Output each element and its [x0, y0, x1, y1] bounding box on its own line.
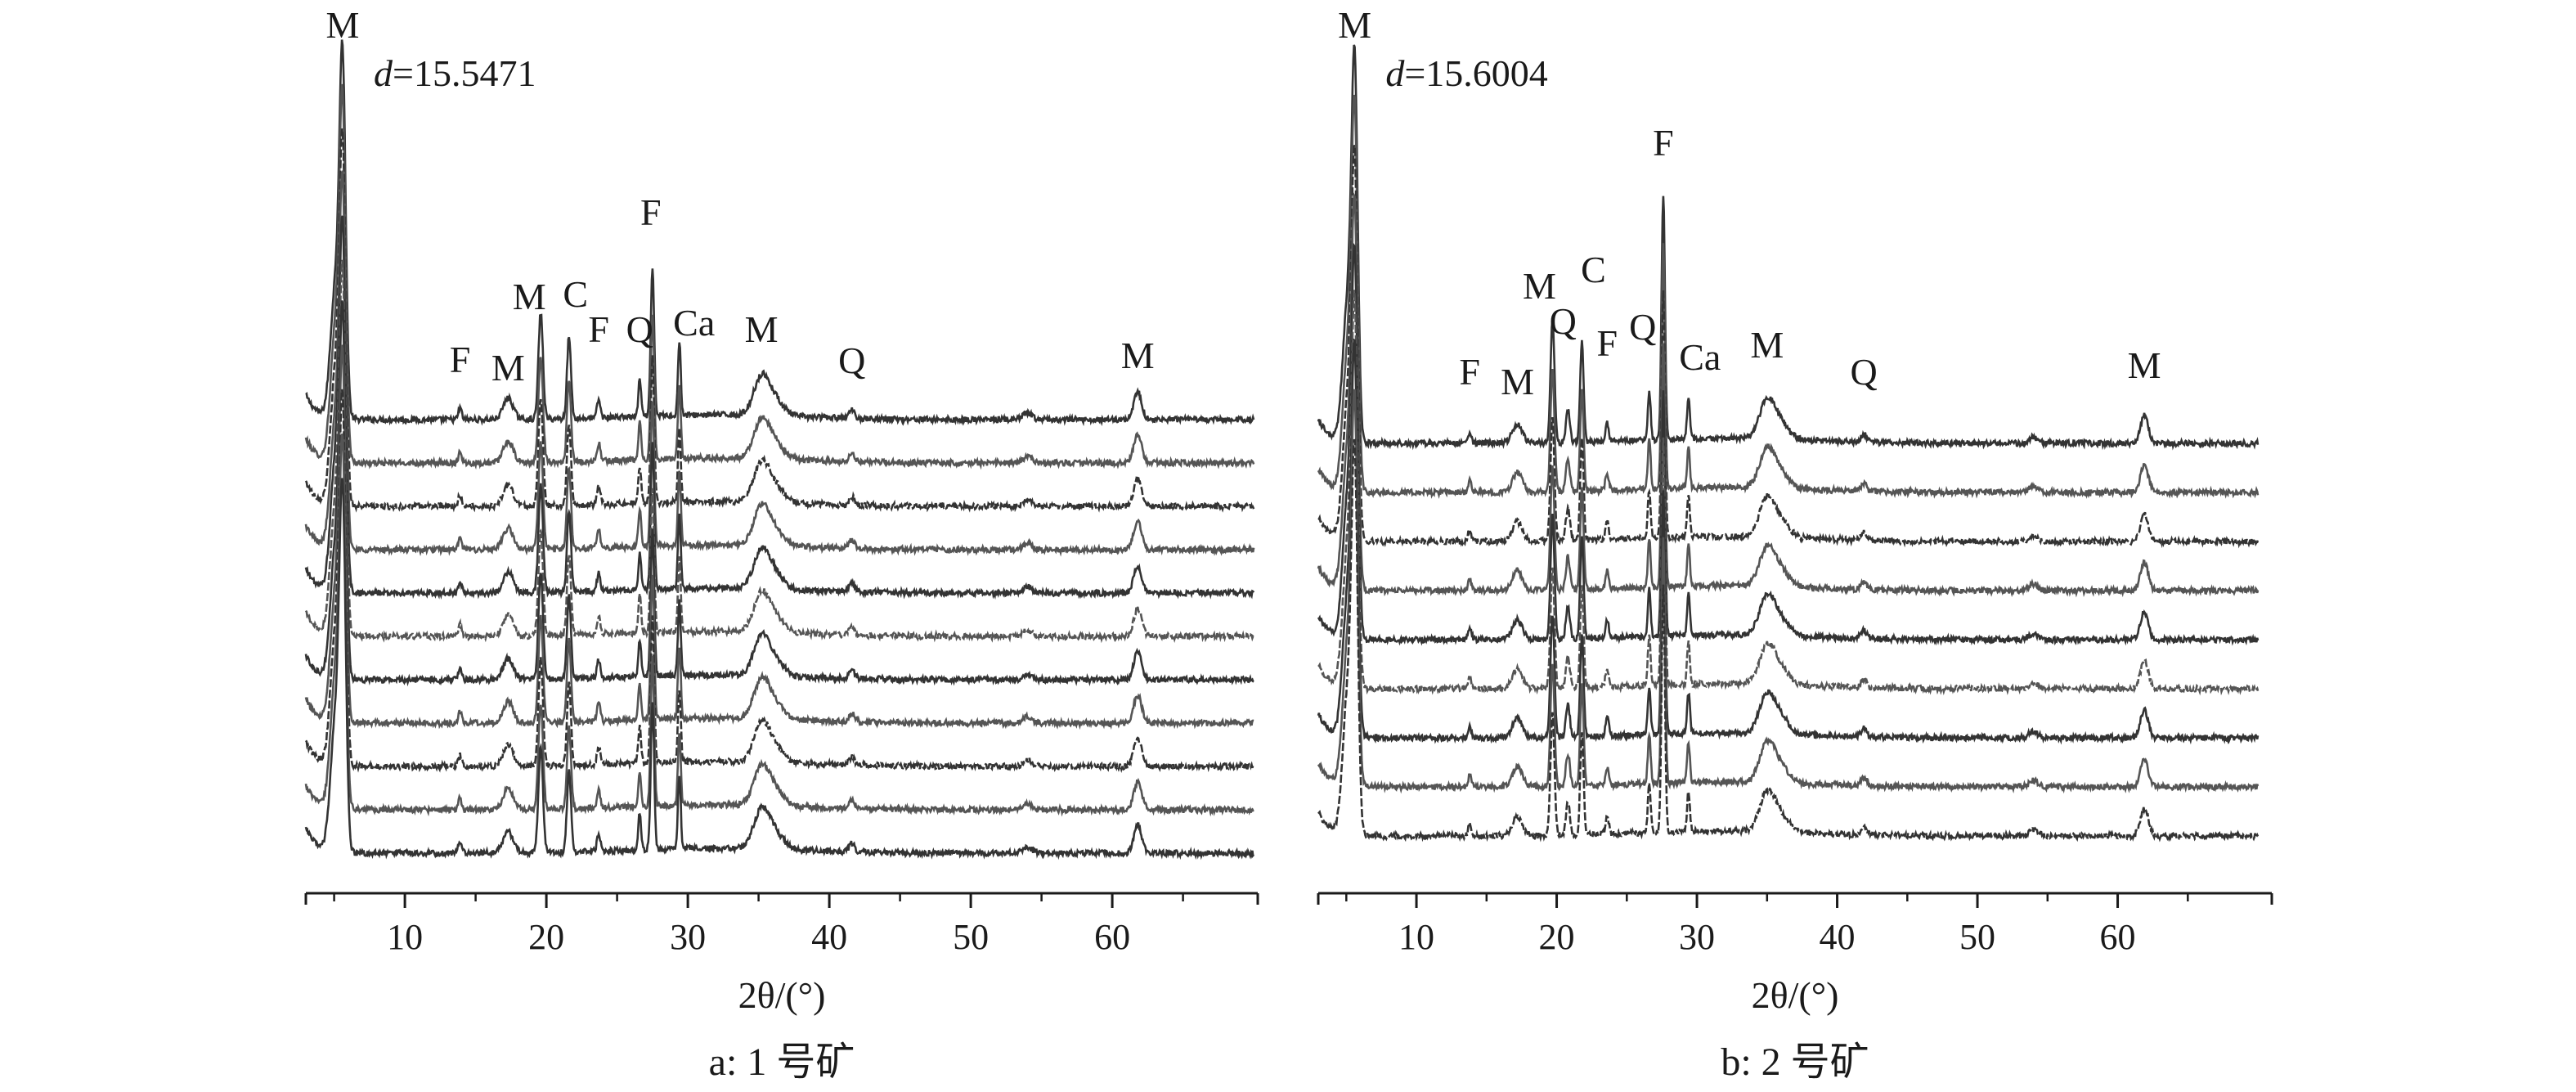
peak-label-Ca: Ca	[673, 302, 715, 344]
x-tick-label: 50	[953, 917, 989, 957]
xrd-pattern-a-2	[304, 83, 1255, 470]
xrd-pattern-b-1	[1317, 44, 2260, 451]
xrd-pattern-b-7	[1317, 338, 2260, 745]
xrd-pattern-a-11	[304, 478, 1255, 861]
x-tick-label: 30	[1679, 917, 1715, 957]
xrd-pattern-b-8	[1317, 389, 2260, 794]
peak-label-Q: Q	[1629, 306, 1656, 348]
peak-label-Q: Q	[626, 308, 653, 350]
xrd-pattern-b-3	[1317, 144, 2260, 549]
xrd-pattern-a-4	[304, 168, 1255, 557]
x-axis-label: 2θ/(°)	[738, 974, 826, 1016]
xrd-pattern-a-3	[304, 128, 1255, 513]
peak-label-M: M	[1750, 324, 1784, 366]
xrd-pattern-a-1	[305, 39, 1255, 427]
d-spacing-label: d=15.6004	[1385, 52, 1547, 94]
x-tick-label: 60	[1094, 917, 1130, 957]
peak-label-M: M	[745, 308, 779, 350]
peak-label-F: F	[588, 308, 609, 350]
xrd-pattern-b-2	[1317, 94, 2260, 499]
d-spacing-label: d=15.5471	[374, 52, 536, 94]
xrd-pattern-b-4	[1317, 191, 2260, 598]
peak-label-F: F	[640, 191, 662, 233]
peak-label-M: M	[1523, 265, 1556, 307]
peak-label-F: F	[450, 339, 471, 380]
x-tick-label: 50	[1959, 917, 1995, 957]
x-axis-label: 2θ/(°)	[1752, 974, 1839, 1016]
peak-label-C: C	[1581, 249, 1606, 290]
xrd-pattern-b-9	[1317, 438, 2260, 843]
x-tick-label: 40	[1820, 917, 1856, 957]
xrd-pattern-a-8	[304, 344, 1254, 730]
xrd-pattern-b-6	[1317, 290, 2260, 696]
peak-label-M: M	[326, 4, 360, 46]
peak-label-M: M	[2128, 344, 2161, 386]
peak-label-Q: Q	[838, 339, 865, 381]
peak-label-F: F	[1459, 351, 1480, 393]
xrd-pattern-a-10	[304, 433, 1254, 817]
x-tick-label: 30	[670, 917, 706, 957]
x-tick-label: 60	[2100, 917, 2136, 957]
xrd-pattern-a-7	[304, 300, 1254, 687]
peak-label-M: M	[1338, 4, 1371, 46]
x-tick-label: 40	[811, 917, 847, 957]
peak-label-F: F	[1596, 322, 1618, 364]
xrd-pattern-b-5	[1317, 242, 2260, 646]
xrd-pattern-a-6	[304, 259, 1255, 644]
peak-label-M: M	[513, 276, 546, 317]
panel-caption: a: 1 号矿	[709, 1040, 855, 1084]
peak-label-M: M	[491, 347, 525, 389]
peak-label-M: M	[1121, 335, 1155, 376]
x-tick-label: 10	[387, 917, 423, 957]
xrd-pattern-a-9	[304, 389, 1254, 774]
x-tick-label: 10	[1398, 917, 1434, 957]
peak-label-Q: Q	[1851, 351, 1878, 393]
panel-caption: b: 2 号矿	[1721, 1040, 1869, 1084]
peak-label-Ca: Ca	[1679, 336, 1721, 378]
peak-label-Q: Q	[1550, 300, 1577, 342]
xrd-pattern-a-5	[304, 215, 1255, 600]
x-tick-label: 20	[1539, 917, 1575, 957]
peak-label-M: M	[1501, 361, 1534, 402]
x-tick-label: 20	[528, 917, 564, 957]
peak-label-F: F	[1653, 122, 1674, 164]
peak-label-C: C	[563, 273, 588, 315]
